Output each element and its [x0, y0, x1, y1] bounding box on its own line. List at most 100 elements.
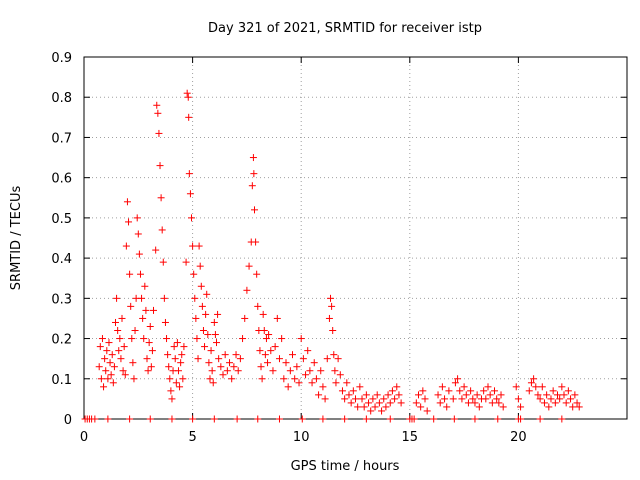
- data-point: [434, 391, 442, 399]
- data-point: [143, 355, 151, 363]
- data-points: [81, 89, 583, 423]
- data-point: [471, 399, 479, 407]
- data-point: [356, 383, 364, 391]
- data-point: [260, 327, 268, 335]
- data-point: [567, 395, 575, 403]
- data-point: [125, 218, 133, 226]
- data-point: [178, 351, 186, 359]
- y-tick-label: 0.6: [51, 172, 72, 187]
- data-point: [198, 302, 206, 310]
- data-point: [223, 367, 231, 375]
- data-point: [256, 347, 264, 355]
- data-point: [545, 403, 553, 411]
- data-point: [556, 395, 564, 403]
- data-point: [173, 339, 181, 347]
- data-point: [163, 335, 171, 343]
- data-point: [157, 194, 165, 202]
- data-point: [109, 379, 117, 387]
- data-point: [209, 379, 217, 387]
- data-point: [421, 395, 429, 403]
- data-point: [127, 302, 135, 310]
- data-point: [165, 363, 173, 371]
- data-point: [164, 351, 172, 359]
- data-point: [131, 327, 139, 335]
- data-point: [264, 359, 272, 367]
- data-point: [182, 258, 190, 266]
- data-point: [327, 294, 335, 302]
- data-point: [228, 375, 236, 383]
- data-point: [230, 363, 238, 371]
- data-point: [257, 363, 265, 371]
- data-point: [362, 391, 370, 399]
- data-point: [96, 343, 104, 351]
- data-point: [104, 415, 112, 423]
- data-point: [179, 375, 187, 383]
- data-point: [375, 399, 383, 407]
- data-point: [332, 379, 340, 387]
- data-point: [249, 154, 257, 162]
- data-point: [188, 214, 196, 222]
- data-point: [571, 391, 579, 399]
- data-point: [159, 258, 167, 266]
- data-point: [91, 415, 99, 423]
- data-point: [319, 415, 327, 423]
- data-point: [190, 270, 198, 278]
- data-point: [118, 314, 126, 322]
- data-point: [393, 383, 401, 391]
- data-point: [293, 363, 301, 371]
- data-point: [195, 242, 203, 250]
- data-point: [499, 403, 507, 411]
- data-point: [494, 415, 502, 423]
- data-point: [495, 399, 503, 407]
- data-point: [323, 355, 331, 363]
- data-point: [343, 379, 351, 387]
- data-point: [221, 351, 229, 359]
- data-point: [549, 387, 557, 395]
- data-point: [373, 391, 381, 399]
- plot-frame: [83, 56, 628, 420]
- data-point: [347, 399, 355, 407]
- data-point: [321, 395, 329, 403]
- data-point: [564, 387, 572, 395]
- data-point: [491, 387, 499, 395]
- data-point: [154, 109, 162, 117]
- data-point: [302, 371, 310, 379]
- data-point: [123, 198, 131, 206]
- data-point: [267, 347, 275, 355]
- data-point: [106, 359, 114, 367]
- data-point: [280, 375, 288, 383]
- data-point: [197, 282, 205, 290]
- data-point: [265, 331, 273, 339]
- data-point: [248, 182, 256, 190]
- data-point: [391, 395, 399, 403]
- y-tick-label: 0.1: [51, 373, 72, 388]
- data-point: [334, 355, 342, 363]
- data-point: [315, 391, 323, 399]
- data-point: [212, 339, 220, 347]
- data-point: [525, 387, 533, 395]
- data-point: [345, 391, 353, 399]
- data-point: [168, 415, 176, 423]
- data-point: [388, 387, 396, 395]
- data-point: [129, 359, 137, 367]
- data-point: [172, 379, 180, 387]
- data-point: [103, 347, 111, 355]
- data-point: [291, 375, 299, 383]
- data-point: [126, 415, 134, 423]
- data-point: [239, 335, 247, 343]
- data-point: [308, 379, 316, 387]
- y-tick-label: 0: [64, 413, 72, 428]
- data-point: [166, 375, 174, 383]
- data-point: [336, 371, 344, 379]
- data-point: [384, 391, 392, 399]
- data-point: [119, 367, 127, 375]
- data-point: [98, 335, 106, 343]
- data-point: [360, 403, 368, 411]
- data-point: [331, 367, 339, 375]
- data-point: [484, 383, 492, 391]
- data-point: [146, 415, 154, 423]
- data-point: [191, 294, 199, 302]
- data-point: [214, 310, 222, 318]
- data-point: [558, 415, 566, 423]
- data-point: [473, 391, 481, 399]
